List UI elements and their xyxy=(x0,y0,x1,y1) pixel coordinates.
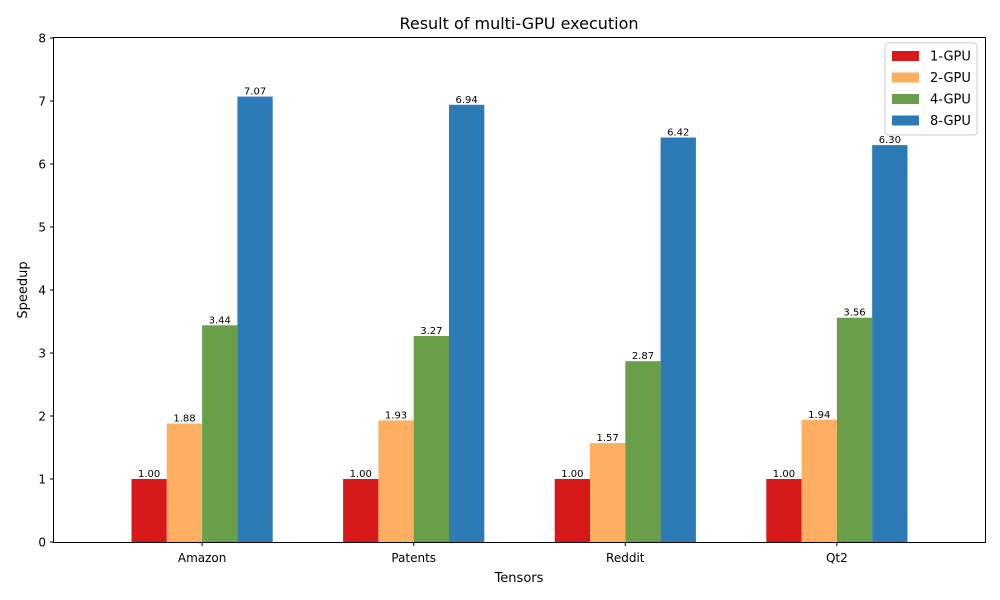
data-label-4-gpu-amazon: 3.44 xyxy=(209,315,231,326)
legend-swatch-2-gpu xyxy=(892,72,919,83)
x-tick-label-reddit: Reddit xyxy=(606,551,645,565)
bars-layer xyxy=(131,96,908,543)
bar-8-gpu-reddit xyxy=(660,137,696,543)
y-tick-label-7: 7 xyxy=(38,95,46,109)
y-tick-label-3: 3 xyxy=(38,347,46,361)
bar-4-gpu-reddit xyxy=(625,361,661,542)
chart-title: Result of multi-GPU execution xyxy=(399,14,638,33)
y-axis: 0 1 2 3 4 5 6 7 8 xyxy=(38,32,54,550)
bar-2-gpu-amazon xyxy=(166,423,203,542)
data-label-2-gpu-amazon: 1.88 xyxy=(173,414,195,425)
bar-8-gpu-amazon xyxy=(237,96,273,542)
legend-swatch-1-gpu xyxy=(892,51,919,61)
data-label-2-gpu-patents: 1.93 xyxy=(385,410,407,421)
data-label-4-gpu-qt2: 3.56 xyxy=(843,308,865,319)
legend-box xyxy=(884,42,978,136)
x-tick-label-qt2: Qt2 xyxy=(826,551,848,565)
y-tick-label-6: 6 xyxy=(38,158,46,172)
data-label-8-gpu-patents: 6.94 xyxy=(456,95,478,106)
y-tick-label-5: 5 xyxy=(38,221,46,235)
legend-label-4-gpu: 4-GPU xyxy=(930,93,971,108)
data-label-8-gpu-qt2: 6.30 xyxy=(879,135,901,146)
y-tick-label-8: 8 xyxy=(38,32,46,46)
y-tick-label-4: 4 xyxy=(38,284,46,298)
legend-label-8-gpu: 8-GPU xyxy=(930,114,971,129)
bar-1-gpu-qt2 xyxy=(766,479,802,542)
y-tick-label-2: 2 xyxy=(38,410,46,424)
x-tick-label-amazon: Amazon xyxy=(178,551,227,565)
bar-2-gpu-qt2 xyxy=(801,419,837,542)
data-label-1-gpu-patents: 1.00 xyxy=(350,469,372,480)
data-label-4-gpu-reddit: 2.87 xyxy=(632,351,654,362)
data-label-8-gpu-amazon: 7.07 xyxy=(244,87,266,98)
legend-swatch-4-gpu xyxy=(892,94,919,104)
legend-label-2-gpu: 2-GPU xyxy=(930,71,971,86)
data-label-8-gpu-reddit: 6.42 xyxy=(667,128,689,139)
data-label-1-gpu-reddit: 1.00 xyxy=(561,469,583,480)
y-tick-label-0: 0 xyxy=(38,536,46,550)
bar-1-gpu-patents xyxy=(343,479,379,542)
bar-4-gpu-patents xyxy=(413,335,450,542)
legend-label-1-gpu: 1-GPU xyxy=(930,50,971,65)
bar-2-gpu-patents xyxy=(378,420,414,542)
bar-2-gpu-reddit xyxy=(589,443,626,542)
x-tick-label-patents: Patents xyxy=(391,551,436,565)
data-label-2-gpu-reddit: 1.57 xyxy=(597,433,619,444)
value-labels-layer: 1.00 1.88 3.44 7.07 1.00 1.93 3.27 6.94 1.00 1.57… xyxy=(138,87,901,480)
data-label-1-gpu-qt2: 1.00 xyxy=(773,469,795,480)
legend: 1-GPU 2-GPU 4-GPU 8-GPU xyxy=(884,42,978,136)
data-label-1-gpu-amazon: 1.00 xyxy=(138,469,160,480)
legend-swatch-8-gpu xyxy=(892,115,919,126)
data-label-2-gpu-qt2: 1.94 xyxy=(808,410,830,421)
bar-4-gpu-amazon xyxy=(202,325,238,542)
bar-1-gpu-reddit xyxy=(554,479,590,542)
y-axis-label: Speedup xyxy=(16,261,31,318)
x-axis-label: Tensors xyxy=(494,571,544,586)
y-tick-label-1: 1 xyxy=(38,473,46,487)
bar-8-gpu-qt2 xyxy=(872,145,908,542)
bar-1-gpu-amazon xyxy=(131,479,167,542)
data-label-4-gpu-patents: 3.27 xyxy=(420,326,442,337)
bar-8-gpu-patents xyxy=(449,104,485,542)
bar-4-gpu-qt2 xyxy=(836,317,873,542)
x-axis: Amazon Patents Reddit Qt2 xyxy=(178,542,848,565)
